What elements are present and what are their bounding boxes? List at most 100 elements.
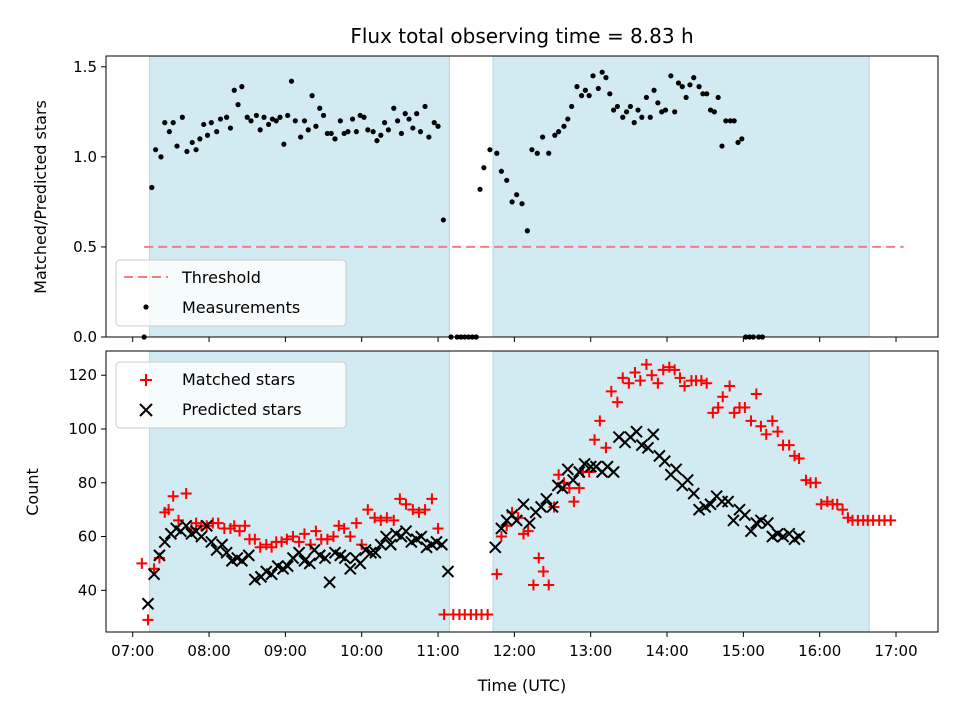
measurement-point: [524, 228, 530, 234]
matched-point: [432, 522, 444, 534]
predicted-point: [546, 500, 559, 514]
measurement-point: [691, 75, 697, 81]
predicted-point: [681, 473, 694, 487]
predicted-point: [281, 559, 294, 573]
matched-point: [611, 396, 623, 408]
predicted-point: [248, 573, 262, 586]
measurement-point: [655, 100, 661, 106]
measurement-point: [285, 112, 291, 119]
matched-point: [652, 377, 664, 389]
matched-point: [375, 514, 387, 526]
measurement-point: [627, 103, 633, 110]
measurement-point: [391, 105, 397, 111]
x-tick-label: 10:00: [340, 642, 383, 660]
measurement-point: [265, 121, 272, 128]
measurement-point: [534, 150, 540, 156]
predicted-point: [761, 516, 774, 530]
measurement-point: [313, 123, 319, 129]
measurement-point: [607, 91, 613, 97]
measurement-point: [281, 141, 287, 147]
matched-point: [573, 482, 585, 494]
measurement-point: [477, 186, 483, 192]
measurement-point: [332, 136, 338, 142]
matched-point: [815, 498, 827, 510]
predicted-point: [441, 565, 455, 578]
matched-point: [527, 579, 539, 591]
matched-point: [669, 364, 681, 376]
measurement-point: [353, 129, 359, 135]
measurement-point: [647, 114, 653, 120]
measurement-point: [394, 118, 401, 124]
predicted-point: [179, 519, 193, 532]
matched-point: [739, 401, 751, 413]
legend-threshold-label: Threshold: [181, 268, 261, 287]
matched-point: [589, 434, 601, 446]
matched-point: [537, 565, 549, 577]
matched-point: [605, 385, 617, 397]
measurement-point: [620, 114, 626, 120]
measurement-point: [504, 177, 510, 183]
predicted-point: [727, 514, 740, 527]
measurement-point: [410, 125, 416, 131]
x-tick-label: 11:00: [416, 642, 459, 660]
matched-point: [750, 388, 762, 400]
matched-point: [249, 533, 261, 545]
measurement-point: [398, 130, 404, 137]
matched-point: [426, 493, 438, 505]
observing-window: [492, 350, 870, 633]
measurement-point: [610, 107, 617, 113]
predicted-point: [744, 524, 758, 538]
predicted-point: [141, 597, 155, 610]
measurement-point: [227, 125, 234, 131]
matched-point: [298, 528, 310, 540]
matched-point: [369, 512, 381, 524]
matched-point: [212, 517, 224, 529]
measurement-point: [426, 134, 432, 140]
x-axis-label: Time (UTC): [477, 676, 566, 695]
predicted-point: [635, 438, 649, 452]
predicted-point: [566, 473, 580, 487]
matched-point: [760, 428, 772, 440]
matched-point: [305, 539, 317, 551]
measurement-point: [239, 84, 245, 90]
matched-point: [394, 493, 406, 505]
predicted-point: [584, 460, 597, 473]
measurement-point: [374, 138, 380, 144]
measurement-point: [735, 139, 741, 146]
matched-point: [772, 426, 784, 438]
measurement-point: [556, 129, 562, 135]
matched-point: [701, 377, 713, 389]
y-tick-label: 0.5: [73, 238, 97, 256]
measurement-point: [382, 120, 388, 126]
measurement-point: [298, 134, 304, 140]
measurement-point: [739, 136, 745, 142]
measurement-point: [700, 91, 706, 97]
ratio-ylabel: Matched/Predicted stars: [31, 100, 50, 294]
predicted-point: [374, 538, 387, 551]
measurement-point: [578, 93, 585, 99]
matched-point: [543, 579, 555, 591]
count-legend: Matched stars Predicted stars: [115, 361, 347, 429]
matched-point: [724, 380, 736, 392]
legend-predicted-swatch: [139, 403, 153, 417]
matched-point: [310, 525, 322, 537]
predicted-point: [692, 503, 706, 516]
predicted-point: [630, 425, 643, 438]
matched-point: [594, 415, 606, 427]
predicted-point: [687, 487, 700, 500]
matched-point: [728, 407, 740, 419]
measurement-point: [643, 94, 650, 101]
predicted-point: [399, 524, 413, 538]
measurement-point: [277, 114, 283, 120]
y-tick-label: 100: [68, 420, 97, 438]
measurement-point: [540, 134, 546, 140]
y-tick-label: 80: [78, 474, 97, 492]
measurement-point: [402, 111, 408, 117]
measurement-point: [253, 112, 259, 119]
measurement-point: [201, 121, 207, 128]
matched-point: [766, 415, 778, 427]
measurement-point: [328, 130, 334, 137]
measurement-point: [723, 118, 729, 124]
matched-point: [254, 541, 266, 553]
measurement-point: [337, 118, 343, 124]
